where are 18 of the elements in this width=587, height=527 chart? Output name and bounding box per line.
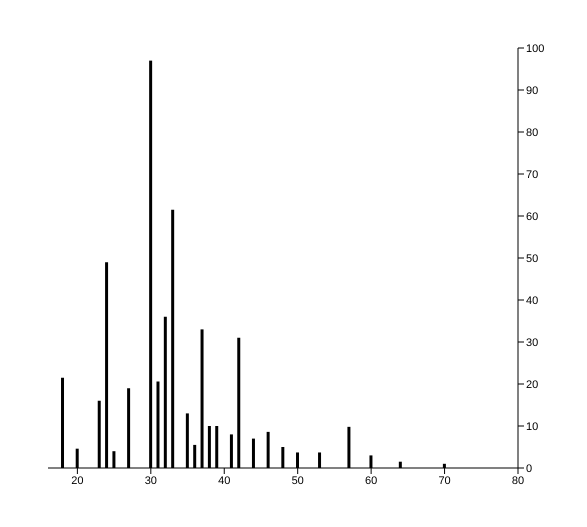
x-tick-label: 50 (292, 474, 304, 487)
x-tick-label: 20 (71, 474, 84, 487)
x-tick-label: 40 (218, 474, 230, 487)
y-tick-label: 20 (526, 378, 538, 391)
y-tick-label: 40 (526, 294, 538, 307)
y-tick-label: 90 (526, 84, 538, 97)
y-tick-label: 50 (526, 252, 538, 265)
y-tick-label: 60 (526, 210, 538, 223)
y-tick-label: 10 (526, 420, 538, 433)
x-tick-label: 80 (512, 474, 524, 487)
x-tick-label: 30 (144, 474, 157, 487)
x-tick-label: 70 (438, 474, 451, 487)
y-tick-label: 70 (526, 168, 538, 181)
y-tick-label: 100 (526, 42, 544, 55)
x-tick-label: 60 (365, 474, 378, 487)
y-tick-label: 30 (526, 336, 538, 349)
y-tick-label: 0 (526, 462, 532, 475)
y-tick-label: 80 (526, 126, 538, 139)
